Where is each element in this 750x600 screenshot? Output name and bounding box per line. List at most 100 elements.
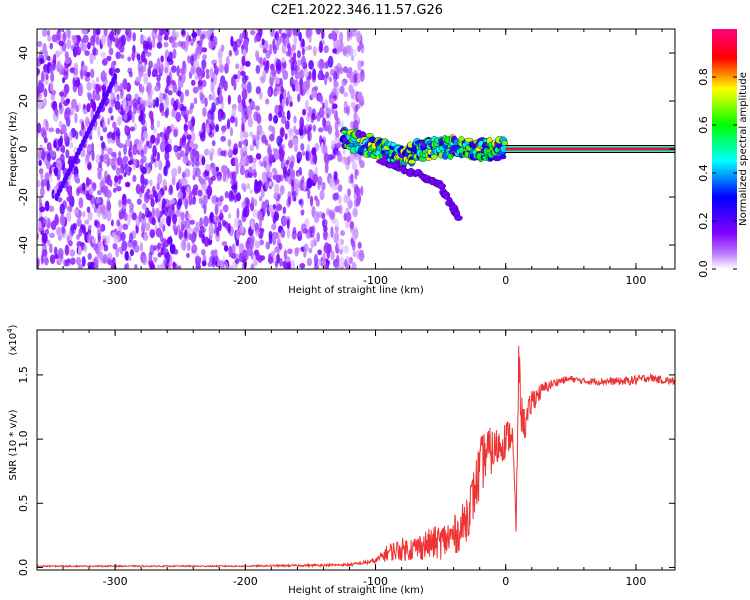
heat-blob <box>134 263 138 269</box>
heat-blob <box>117 85 121 92</box>
colorbar-gradient <box>712 29 737 269</box>
heat-blob <box>203 215 209 228</box>
heat-blob <box>282 69 289 81</box>
spectrogram-panel: -300 -200 -100 0 100 40 20 0 -20 -40 Height of s… <box>8 28 676 296</box>
heat-blob <box>142 40 147 49</box>
heat-blob <box>237 94 242 104</box>
heat-blob <box>194 159 200 168</box>
heat-blob <box>177 198 183 207</box>
heat-blob <box>145 191 149 200</box>
heat-blob <box>140 109 144 122</box>
heat-blob <box>160 55 164 63</box>
heat-blob <box>313 86 319 92</box>
heat-blob <box>299 128 304 136</box>
heat-blob <box>297 59 302 67</box>
heat-blob <box>95 197 100 204</box>
heat-blob <box>223 245 229 252</box>
heat-blob <box>321 181 326 191</box>
heat-blob <box>153 128 157 134</box>
heat-blob <box>253 111 259 122</box>
heat-blob <box>285 120 290 130</box>
heat-blob <box>162 179 167 191</box>
heat-blob <box>123 112 128 121</box>
heat-blob <box>135 76 142 83</box>
snr-x-tick-label: -100 <box>363 575 388 588</box>
heat-blob <box>167 89 173 96</box>
heat-blob <box>173 100 178 111</box>
heat-blob <box>141 99 146 108</box>
heat-blob <box>83 244 88 253</box>
heat-blob <box>300 55 307 68</box>
heat-blob <box>339 39 344 48</box>
heat-blob <box>118 150 122 158</box>
heat-blob <box>237 69 241 79</box>
heat-blob <box>270 250 276 257</box>
heat-blob <box>353 112 358 122</box>
heat-blob <box>177 265 182 269</box>
heat-blob <box>59 91 65 97</box>
heat-blob <box>39 57 44 65</box>
heat-blob <box>350 173 354 184</box>
heat-blob <box>232 148 238 156</box>
heat-blob <box>44 200 50 212</box>
heat-blob <box>360 68 365 77</box>
heat-blob <box>149 228 156 239</box>
heat-blob <box>82 210 86 218</box>
heat-blob <box>163 165 168 177</box>
heat-blob <box>281 98 286 107</box>
heat-blob <box>119 82 123 93</box>
heat-blob <box>177 190 184 200</box>
heat-blob <box>64 51 69 59</box>
heat-blob <box>273 114 279 124</box>
heat-blob <box>333 171 338 180</box>
heat-blob <box>330 97 335 105</box>
heat-blob <box>40 253 44 265</box>
heat-blob <box>237 103 243 113</box>
heat-blob <box>268 112 273 122</box>
heat-blob <box>335 232 340 241</box>
heat-blob <box>340 85 345 95</box>
heat-blob <box>131 111 135 124</box>
heat-blob <box>227 138 232 148</box>
heat-blob <box>122 223 129 231</box>
heat-blob <box>115 127 121 140</box>
heat-blob <box>197 69 203 81</box>
heat-blob <box>217 111 223 122</box>
heat-blob <box>209 121 215 131</box>
heat-blob <box>312 124 317 132</box>
heat-blob <box>101 116 105 123</box>
heat-blob <box>347 188 351 197</box>
heat-blob <box>178 68 185 74</box>
heat-blob <box>307 187 311 200</box>
heat-blob <box>160 110 165 117</box>
heat-blob <box>240 70 246 76</box>
heat-blob <box>280 229 286 239</box>
heat-blob <box>252 168 257 176</box>
heat-blob <box>298 199 303 205</box>
heat-blob <box>322 144 328 156</box>
heat-blob <box>184 228 188 240</box>
heat-blob <box>61 145 66 154</box>
spectrogram-y-tick-label: 0 <box>17 146 30 153</box>
heat-blob <box>97 190 102 196</box>
heat-blob <box>141 203 147 210</box>
heat-blob <box>127 56 132 62</box>
heat-blob <box>191 233 196 244</box>
heat-blob <box>164 88 168 94</box>
heat-blob <box>234 156 239 167</box>
heat-blob <box>129 208 134 214</box>
heat-blob <box>65 29 71 38</box>
heat-blob <box>159 141 166 153</box>
heat-blob <box>285 36 290 45</box>
heat-blob <box>308 106 312 113</box>
heat-blob <box>241 88 248 100</box>
heat-blob <box>308 168 313 179</box>
heat-blob <box>241 55 246 67</box>
heat-blob <box>186 185 191 196</box>
heat-blob <box>334 205 340 213</box>
heat-blob <box>48 173 53 183</box>
heat-blob <box>101 235 108 242</box>
heat-blob <box>228 49 233 57</box>
heat-blob <box>287 248 293 255</box>
heat-blob <box>352 250 357 258</box>
